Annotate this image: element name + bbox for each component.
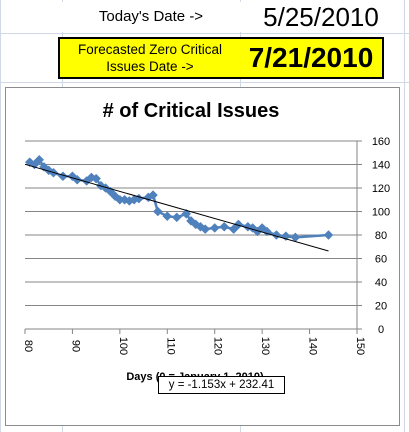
- x-tick-label: 100: [117, 337, 129, 355]
- y-tick-label: 60: [375, 254, 387, 266]
- data-point: [34, 154, 45, 165]
- data-point: [171, 212, 182, 223]
- y-tick-label: 160: [372, 136, 390, 148]
- y-tick-label: 20: [375, 301, 387, 313]
- x-tick-label: 80: [22, 340, 34, 352]
- y-tick-label: 40: [375, 277, 387, 289]
- forecast-banner: Forecasted Zero Critical Issues Date -> …: [58, 37, 384, 79]
- x-tick-label: 140: [307, 337, 319, 355]
- data-point: [162, 211, 173, 222]
- data-point: [233, 219, 244, 230]
- y-tick-label: 80: [375, 230, 387, 242]
- x-tick-label: 90: [69, 340, 81, 352]
- series-line: [29, 157, 329, 239]
- todays-date-value[interactable]: 5/25/2010: [240, 2, 402, 32]
- chart-area[interactable]: # of Critical Issues 0 20 40 60 80 100 120 140 16…: [5, 87, 400, 426]
- y-tick-label: 100: [372, 207, 390, 219]
- trendline-equation: y = -1.153x + 232.41: [158, 376, 285, 394]
- chart-title: # of Critical Issues: [103, 100, 280, 122]
- data-point: [91, 173, 101, 184]
- data-point: [219, 221, 230, 232]
- x-tick-label: 130: [259, 337, 271, 355]
- todays-date-label: Today's Date ->: [62, 2, 240, 32]
- forecast-date-label: Forecasted Zero Critical Issues Date ->: [77, 42, 223, 74]
- data-point: [228, 224, 239, 234]
- x-tick-label: 120: [212, 337, 224, 355]
- y-tick-label: 0: [378, 324, 384, 336]
- x-tick-label: 150: [354, 337, 366, 355]
- y-tick-label: 140: [372, 160, 390, 172]
- data-point: [323, 230, 334, 240]
- data-point: [148, 190, 158, 200]
- forecast-date-value[interactable]: 7/21/2010: [248, 42, 374, 73]
- data-point: [152, 206, 163, 217]
- data-point: [181, 208, 192, 219]
- critical-issues-chart: # of Critical Issues 0 20 40 60 80 100 120 140 16…: [22, 100, 390, 383]
- y-tick-label: 120: [372, 183, 390, 195]
- data-point: [200, 224, 211, 234]
- trendline: [24, 163, 329, 252]
- data-point: [209, 223, 220, 233]
- x-tick-label: 110: [164, 337, 176, 355]
